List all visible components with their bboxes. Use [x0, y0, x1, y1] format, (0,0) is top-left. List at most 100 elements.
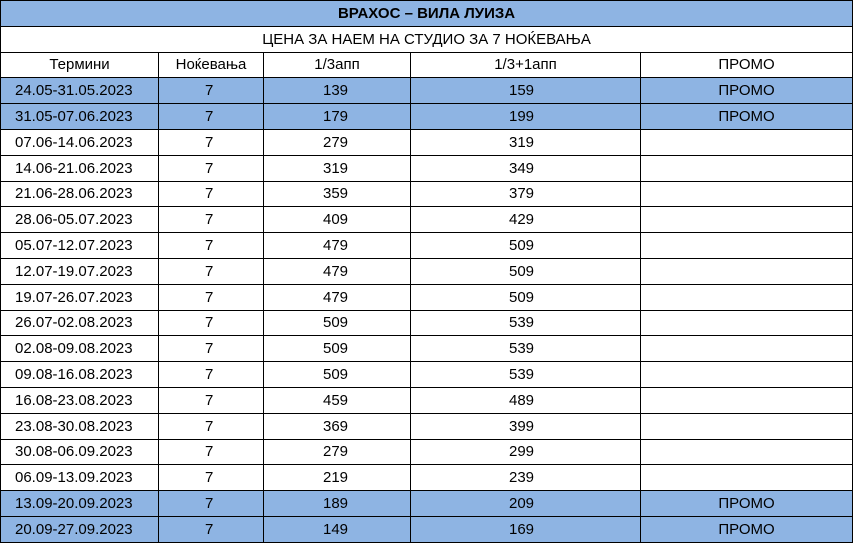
nights-cell: 7 — [158, 335, 264, 363]
price-1-3-cell: 189 — [263, 490, 411, 517]
price-1-3-plus-1-cell: 429 — [410, 206, 641, 234]
price-1-3-cell: 179 — [263, 103, 411, 130]
header-apt-1-3: 1/3апп — [263, 51, 411, 79]
promo-cell: ПРОМО — [639, 515, 853, 543]
promo-cell — [639, 154, 853, 182]
table-subtitle: ЦЕНА ЗА НАЕМ НА СТУДИО ЗА 7 НОЌЕВАЊА — [0, 25, 853, 53]
nights-cell: 7 — [158, 257, 264, 285]
date-cell: 31.05-07.06.2023 — [0, 103, 159, 130]
table-row: 07.06-14.06.2023 7 279 319 — [0, 128, 853, 156]
price-1-3-cell: 479 — [263, 283, 411, 311]
date-cell: 21.06-28.06.2023 — [0, 180, 159, 208]
table-row: 02.08-09.08.2023 7 509 539 — [0, 335, 853, 363]
nights-cell: 7 — [158, 103, 264, 130]
price-1-3-cell: 509 — [263, 335, 411, 363]
price-1-3-plus-1-cell: 239 — [410, 464, 641, 492]
price-1-3-cell: 319 — [263, 154, 411, 182]
promo-cell: ПРОМО — [639, 77, 853, 105]
nights-cell: 7 — [158, 128, 264, 156]
table-row: 21.06-28.06.2023 7 359 379 — [0, 180, 853, 208]
table-row: 19.07-26.07.2023 7 479 509 — [0, 283, 853, 311]
table-row: 05.07-12.07.2023 7 479 509 — [0, 232, 853, 259]
promo-cell — [639, 128, 853, 156]
promo-cell — [639, 464, 853, 492]
promo-cell: ПРОМО — [639, 103, 853, 130]
price-1-3-plus-1-cell: 319 — [410, 128, 641, 156]
table-row: 28.06-05.07.2023 7 409 429 — [0, 206, 853, 234]
price-1-3-plus-1-cell: 539 — [410, 309, 641, 337]
table-row: 23.08-30.08.2023 7 369 399 — [0, 412, 853, 440]
price-1-3-cell: 459 — [263, 386, 411, 414]
date-cell: 23.08-30.08.2023 — [0, 412, 159, 440]
price-1-3-cell: 509 — [263, 361, 411, 388]
table-row: 20.09-27.09.2023 7 149 169 ПРОМО — [0, 515, 853, 543]
nights-cell: 7 — [158, 361, 264, 388]
price-1-3-plus-1-cell: 489 — [410, 386, 641, 414]
nights-cell: 7 — [158, 283, 264, 311]
date-cell: 05.07-12.07.2023 — [0, 232, 159, 259]
date-cell: 09.08-16.08.2023 — [0, 361, 159, 388]
table-row: 26.07-02.08.2023 7 509 539 — [0, 309, 853, 337]
promo-cell — [639, 386, 853, 414]
price-1-3-cell: 369 — [263, 412, 411, 440]
price-1-3-cell: 219 — [263, 464, 411, 492]
price-1-3-cell: 149 — [263, 515, 411, 543]
promo-cell — [639, 438, 853, 466]
price-1-3-plus-1-cell: 169 — [410, 515, 641, 543]
date-cell: 24.05-31.05.2023 — [0, 77, 159, 105]
table-row: 16.08-23.08.2023 7 459 489 — [0, 386, 853, 414]
date-cell: 14.06-21.06.2023 — [0, 154, 159, 182]
price-1-3-cell: 139 — [263, 77, 411, 105]
date-cell: 16.08-23.08.2023 — [0, 386, 159, 414]
promo-cell: ПРОМО — [639, 490, 853, 517]
nights-cell: 7 — [158, 412, 264, 440]
nights-cell: 7 — [158, 490, 264, 517]
nights-cell: 7 — [158, 232, 264, 259]
price-1-3-plus-1-cell: 349 — [410, 154, 641, 182]
price-1-3-cell: 279 — [263, 438, 411, 466]
table-row: 12.07-19.07.2023 7 479 509 — [0, 257, 853, 285]
nights-cell: 7 — [158, 386, 264, 414]
table-row: 09.08-16.08.2023 7 509 539 — [0, 361, 853, 388]
table-row: 24.05-31.05.2023 7 139 159 ПРОМО — [0, 77, 853, 105]
nights-cell: 7 — [158, 154, 264, 182]
price-1-3-plus-1-cell: 199 — [410, 103, 641, 130]
date-cell: 28.06-05.07.2023 — [0, 206, 159, 234]
nights-cell: 7 — [158, 438, 264, 466]
price-1-3-plus-1-cell: 379 — [410, 180, 641, 208]
date-cell: 12.07-19.07.2023 — [0, 257, 159, 285]
price-1-3-plus-1-cell: 509 — [410, 232, 641, 259]
date-cell: 06.09-13.09.2023 — [0, 464, 159, 492]
promo-cell — [639, 361, 853, 388]
table-title: ВРАХОС – ВИЛА ЛУИЗА — [0, 0, 853, 27]
price-1-3-cell: 509 — [263, 309, 411, 337]
promo-cell — [639, 180, 853, 208]
promo-cell — [639, 412, 853, 440]
date-cell: 07.06-14.06.2023 — [0, 128, 159, 156]
table-row: 31.05-07.06.2023 7 179 199 ПРОМО — [0, 103, 853, 130]
price-1-3-plus-1-cell: 539 — [410, 335, 641, 363]
price-1-3-cell: 479 — [263, 232, 411, 259]
promo-cell — [639, 283, 853, 311]
price-1-3-cell: 479 — [263, 257, 411, 285]
promo-cell — [639, 335, 853, 363]
date-cell: 26.07-02.08.2023 — [0, 309, 159, 337]
table-row: 14.06-21.06.2023 7 319 349 — [0, 154, 853, 182]
price-1-3-plus-1-cell: 209 — [410, 490, 641, 517]
nights-cell: 7 — [158, 309, 264, 337]
price-1-3-cell: 279 — [263, 128, 411, 156]
promo-cell — [639, 309, 853, 337]
date-cell: 19.07-26.07.2023 — [0, 283, 159, 311]
price-1-3-plus-1-cell: 509 — [410, 283, 641, 311]
date-cell: 13.09-20.09.2023 — [0, 490, 159, 517]
header-apt-1-3-plus-1: 1/3+1апп — [410, 51, 641, 79]
price-1-3-plus-1-cell: 539 — [410, 361, 641, 388]
price-1-3-cell: 359 — [263, 180, 411, 208]
price-1-3-plus-1-cell: 509 — [410, 257, 641, 285]
table-row: 06.09-13.09.2023 7 219 239 — [0, 464, 853, 492]
nights-cell: 7 — [158, 180, 264, 208]
price-1-3-cell: 409 — [263, 206, 411, 234]
header-promo: ПРОМО — [639, 51, 853, 79]
date-cell: 30.08-06.09.2023 — [0, 438, 159, 466]
